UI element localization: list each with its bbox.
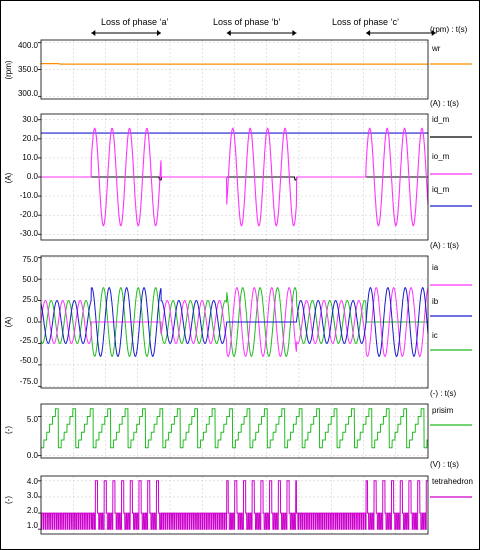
annotation-phase-b: Loss of phase ‘b’ [213, 17, 281, 27]
ytick-label: 350.0 [18, 65, 39, 74]
series-tetrahedron-line [41, 480, 428, 530]
legend-id-m-label: id_m [432, 115, 450, 124]
series-ia-line [40, 287, 429, 357]
annotation-arrowhead [91, 30, 96, 36]
series-wr-line [41, 62, 428, 65]
legend-ic-label: ic [432, 331, 438, 340]
ytick-label: 1.0 [27, 521, 39, 530]
ytick-label: -20.0 [20, 210, 39, 219]
annotation-phase-c: Loss of phase ‘c’ [332, 17, 399, 27]
legend-iq-m-label: iq_m [432, 185, 450, 194]
series-ic-line [40, 287, 428, 357]
panel-phase-currents: (A) : t(s) (A) 75.0 50.0 25.0 0.0 -25.0 … [4, 241, 472, 389]
ytick-label: 30.0 [22, 115, 38, 124]
panel-phase-frame [40, 255, 429, 389]
legend-io-m-label: io_m [432, 152, 450, 161]
panel-tetrahedron: (V) : t(s) (-) 4.0 3.0 2.0 1.0 tetrahedr… [4, 460, 473, 535]
series-prisim-line [41, 408, 428, 449]
panel-tetra-frame [40, 475, 429, 535]
annotation-arrowhead [366, 30, 371, 36]
ytick-label: -75.0 [20, 377, 39, 386]
annotation-phase-a: Loss of phase ‘a’ [101, 17, 169, 27]
panel-speed-ylabel: (rpm) [4, 60, 13, 79]
annotation-arrowhead [156, 30, 161, 36]
phase-loss-annotations: Loss of phase ‘a’ Loss of phase ‘b’ Loss… [91, 17, 436, 36]
panel-phase-top-label: (A) : t(s) [430, 241, 459, 250]
ytick-label: 300.0 [18, 89, 39, 98]
panel-dq-currents: (A) : t(s) (A) 30.0 20.0 10.0 0.0 -10.0 … [4, 99, 472, 241]
annotation-arrowhead [226, 30, 231, 36]
panel-dq-top-label: (A) : t(s) [430, 99, 459, 108]
ytick-label: -10.0 [20, 191, 39, 200]
panel-prisim-top-label: (-) : t(s) [430, 389, 457, 398]
ytick-label: 4.0 [27, 477, 39, 486]
series-io-m-line [41, 127, 429, 227]
legend-ib-label: ib [432, 297, 439, 306]
ytick-label: 400.0 [18, 41, 39, 50]
ytick-label: 0.0 [27, 316, 39, 325]
ytick-label: 0.0 [27, 172, 39, 181]
ytick-label: 75.0 [22, 255, 38, 264]
ytick-label: 3.0 [27, 491, 39, 500]
legend-tetrahedron-label: tetrahedron [432, 477, 473, 486]
legend-ia-label: ia [432, 263, 439, 272]
panel-speed: (rpm) : t(s) (rpm) 400.0 350.0 300.0 wr [4, 25, 472, 100]
annotation-arrowhead [292, 30, 297, 36]
panel-prisim-frame [40, 403, 429, 459]
ytick-label: 5.0 [27, 415, 39, 424]
annotation-arrowhead [431, 30, 436, 36]
legend-prisim-label: prisim [432, 406, 454, 415]
panel-speed-frame [40, 39, 429, 100]
panel-prisim: (-) : t(s) (-) 5.0 0.0 prisim [4, 389, 472, 460]
ytick-label: 25.0 [22, 295, 38, 304]
panel-speed-top-label: (rpm) : t(s) [430, 25, 468, 34]
ytick-label: -25.0 [20, 336, 39, 345]
panel-prisim-ylabel: (-) [4, 426, 13, 434]
legend-wr-label: wr [431, 44, 441, 53]
ytick-label: 0.0 [27, 451, 39, 460]
panel-dq-ylabel: (A) [4, 172, 13, 183]
ytick-label: 50.0 [22, 275, 38, 284]
panel-phase-ylabel: (A) [4, 316, 13, 327]
ytick-label: -30.0 [20, 229, 39, 238]
ytick-label: 10.0 [22, 153, 38, 162]
series-ib-line [40, 287, 429, 357]
ytick-label: 20.0 [22, 134, 38, 143]
ytick-label: -50.0 [20, 356, 39, 365]
panel-tetra-top-label: (V) : t(s) [430, 460, 459, 469]
ytick-label: 2.0 [27, 506, 39, 515]
panel-dq-frame [40, 113, 429, 241]
panel-tetra-ylabel: (-) [4, 496, 13, 504]
